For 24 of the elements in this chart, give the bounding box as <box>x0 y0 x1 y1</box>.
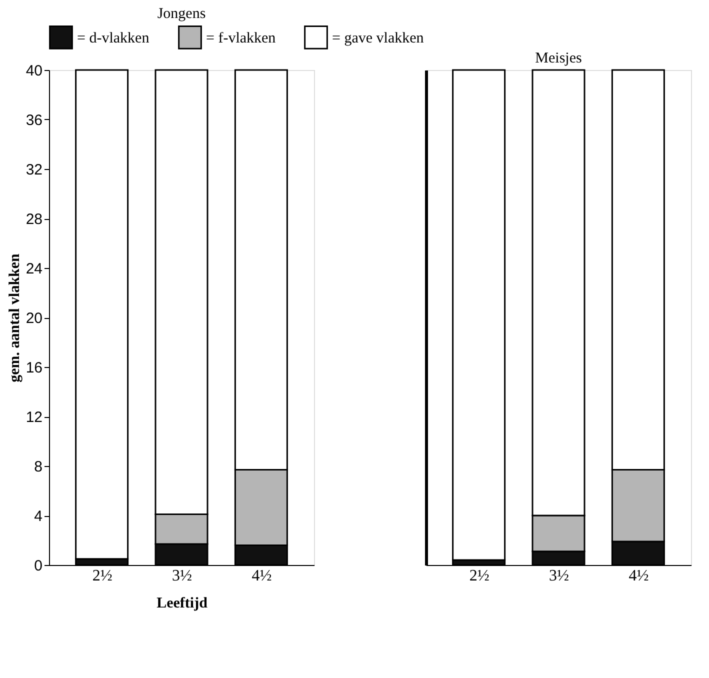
legend-label: = d-vlakken <box>77 30 150 46</box>
x-tick-label: 4½ <box>628 568 649 584</box>
x-tick-label: 2½ <box>469 568 490 584</box>
x-tick-label: 4½ <box>252 568 272 584</box>
y-tick-label: 4 <box>34 508 42 525</box>
x-tick-label: 2½ <box>92 568 112 584</box>
y-tick-label: 16 <box>26 360 42 376</box>
chart-title: Meisjes <box>535 50 582 66</box>
y-tick-label: 28 <box>26 211 42 228</box>
y-tick-label: 12 <box>26 409 42 426</box>
x-tick-label: 3½ <box>172 568 192 584</box>
y-tick-label: 0 <box>34 558 42 574</box>
chart-title: Jongens <box>157 6 206 22</box>
x-axis-title: Leeftijd <box>156 596 208 612</box>
x-tick-label: 3½ <box>549 568 569 584</box>
y-tick-label: 40 <box>26 62 42 80</box>
y-tick-label: 24 <box>26 260 42 278</box>
y-axis-title: gem. aantal vlakken <box>6 252 23 382</box>
y-tick-label: 8 <box>34 458 42 476</box>
y-tick-label: 32 <box>26 162 42 178</box>
y-tick-label: 36 <box>26 112 42 129</box>
legend-label: = f-vlakken <box>206 30 276 46</box>
legend-label: = gave vlakken <box>332 30 424 46</box>
y-tick-label: 20 <box>26 310 42 327</box>
